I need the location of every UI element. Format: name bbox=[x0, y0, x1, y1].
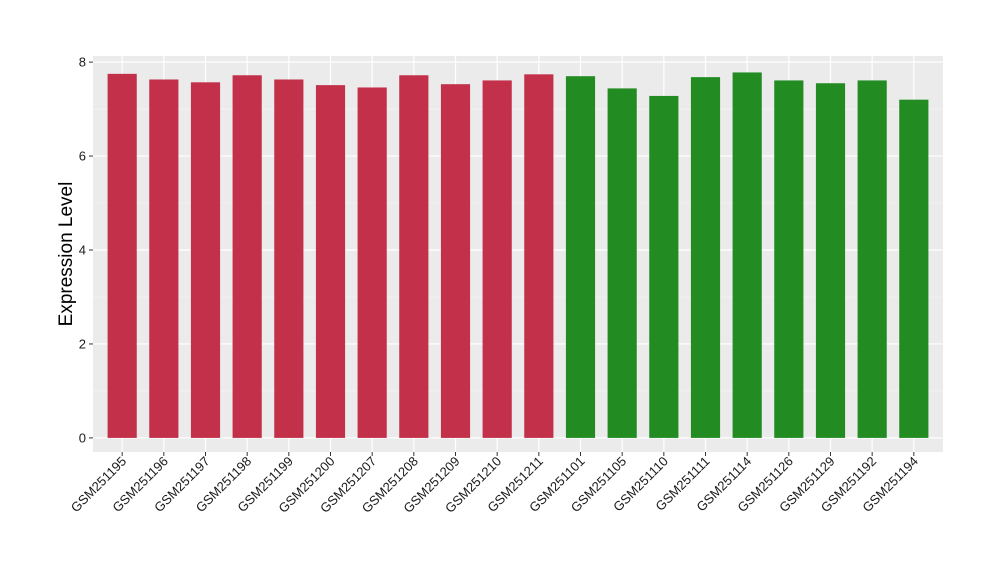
bar-gsm251197 bbox=[190, 82, 221, 438]
y-tick-label: 0 bbox=[79, 430, 86, 445]
bar-gsm251110 bbox=[649, 95, 679, 438]
bar-gsm251192 bbox=[857, 80, 887, 438]
x-axis: GSM251195GSM251196GSM251197GSM251198GSM2… bbox=[68, 452, 921, 516]
bar-gsm251207 bbox=[357, 87, 387, 438]
bar-gsm251101 bbox=[565, 76, 596, 438]
bar-gsm251200 bbox=[315, 85, 346, 438]
bar-gsm251129 bbox=[815, 83, 846, 438]
y-axis-title: Expression Level bbox=[56, 182, 77, 327]
bar-gsm251196 bbox=[149, 79, 179, 438]
bar-gsm251105 bbox=[607, 88, 637, 438]
bar-gsm251209 bbox=[440, 84, 471, 438]
y-tick-label: 6 bbox=[79, 149, 86, 164]
y-tick-label: 8 bbox=[79, 55, 86, 70]
bar-gsm251111 bbox=[690, 77, 721, 438]
y-tick-label: 2 bbox=[79, 336, 86, 351]
bar-gsm251198 bbox=[232, 75, 262, 438]
bar-gsm251126 bbox=[774, 80, 804, 438]
bar-gsm251210 bbox=[482, 80, 512, 438]
bar-gsm251211 bbox=[524, 74, 554, 438]
bar-gsm251114 bbox=[732, 72, 762, 438]
bar-gsm251199 bbox=[274, 79, 304, 438]
plot-panel bbox=[93, 56, 943, 452]
bar-gsm251195 bbox=[107, 73, 137, 438]
bar-gsm251208 bbox=[399, 75, 429, 438]
bars bbox=[107, 72, 929, 438]
y-tick-label: 4 bbox=[79, 243, 86, 258]
bar-gsm251194 bbox=[899, 99, 929, 438]
y-axis: 0 2 4 6 8 bbox=[79, 55, 93, 445]
